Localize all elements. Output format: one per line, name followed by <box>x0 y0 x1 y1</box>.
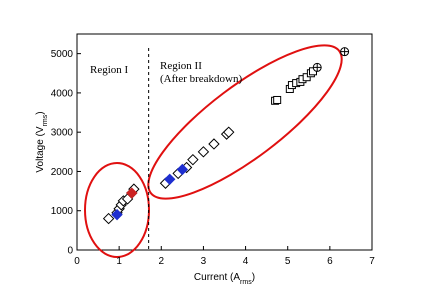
x-tick-label: 1 <box>116 256 122 267</box>
y-tick-label: 1000 <box>51 206 74 217</box>
x-axis-label-part: ) <box>252 272 255 283</box>
point <box>340 47 350 57</box>
point <box>102 212 115 225</box>
y-axis-label-part: ) <box>35 111 46 114</box>
point <box>164 173 176 186</box>
point <box>208 138 220 150</box>
x-axis-label: Current (Arms) <box>194 272 255 286</box>
y-tick-label: 4000 <box>51 88 74 99</box>
point <box>273 95 282 104</box>
x-tick-label: 2 <box>159 256 165 267</box>
point <box>312 62 322 72</box>
y-axis-label-part: rms <box>42 114 49 126</box>
point <box>176 163 189 176</box>
x-tick-label: 7 <box>369 256 375 267</box>
point <box>111 208 123 221</box>
y-tick-label: 2000 <box>51 167 74 178</box>
x-tick-label: 3 <box>201 256 207 267</box>
x-tick-label: 6 <box>327 256 333 267</box>
x-tick-label: 0 <box>74 256 80 267</box>
region-2-ellipse <box>147 44 343 200</box>
x-axis-label-part: Current (A <box>194 272 240 283</box>
x-axis-label-part: rms <box>240 279 252 286</box>
region-label: Region II <box>160 60 202 72</box>
point <box>197 146 210 158</box>
region-label: Region I <box>90 64 129 76</box>
point <box>126 187 138 199</box>
y-axis-label: Voltage (Vrms) <box>35 111 49 172</box>
y-tick-label: 3000 <box>51 128 74 139</box>
x-tick-label: 5 <box>285 256 291 267</box>
region-label: (After breakdown) <box>160 73 242 85</box>
y-axis-label-part: Voltage (V <box>35 126 46 172</box>
point <box>223 126 235 138</box>
point <box>187 153 199 166</box>
y-tick-label: 5000 <box>51 49 74 60</box>
x-tick-label: 4 <box>243 256 249 267</box>
y-tick-label: 0 <box>67 246 73 257</box>
plot-frame <box>76 33 373 251</box>
